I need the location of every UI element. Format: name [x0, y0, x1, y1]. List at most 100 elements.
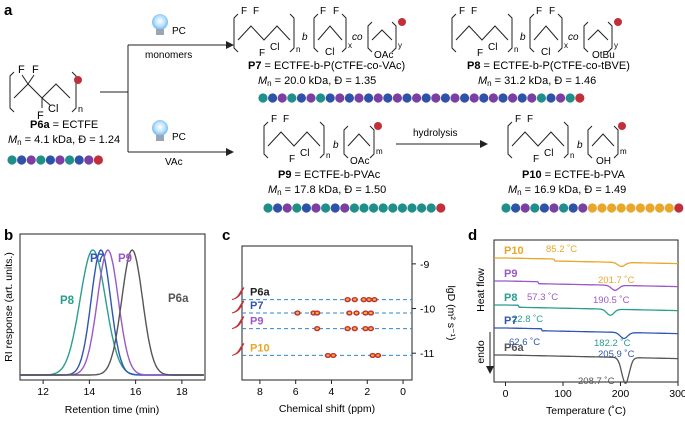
dosy-peak-core: [371, 354, 375, 357]
dsc-y-axis-label: Heat flow: [475, 268, 487, 312]
dosy-peak-core: [353, 298, 357, 301]
bead: [316, 93, 326, 103]
dsc-annotation: 205.9 ˚C: [598, 349, 635, 360]
gpc-plot-frame: [19, 233, 206, 381]
dsc-ticks: 0 100 200 300: [503, 382, 685, 400]
dosy-series-label: P6a: [250, 287, 270, 299]
bead: [263, 203, 273, 213]
dsc-annotation: 57.3 ˚C: [527, 292, 558, 303]
bead: [36, 155, 46, 165]
dsc-x-axis-label: Temperature (˚C): [546, 405, 626, 417]
dosy-peak-core: [295, 311, 300, 315]
bead: [359, 203, 369, 213]
bead: [330, 203, 340, 213]
bead: [268, 93, 278, 103]
bead: [17, 155, 27, 165]
svg-text:Mn = 16.9 kDa, Đ = 1.49: Mn = 16.9 kDa, Đ = 1.49: [508, 184, 626, 197]
dosy-peak-core: [315, 327, 319, 330]
dosy-peak-core: [315, 311, 319, 315]
bead: [568, 203, 578, 213]
dsc-series-label: P10: [504, 245, 524, 257]
dsc-series-label: P6a: [504, 342, 524, 354]
bead: [479, 93, 489, 103]
bead: [530, 203, 540, 213]
bead: [45, 155, 56, 165]
svg-text:F: F: [536, 6, 542, 17]
bead: [575, 93, 585, 103]
bead: [306, 93, 316, 103]
svg-text:n: n: [570, 151, 574, 160]
dsc-x-tick-label: 300: [669, 388, 685, 400]
dosy-y-tick-label: -10: [420, 304, 435, 316]
bracket-right: [71, 71, 77, 113]
dosy-peak-core: [345, 327, 350, 330]
gpc-series-label: P6a: [168, 293, 189, 305]
bead: [378, 203, 388, 213]
bead: [383, 93, 393, 103]
svg-text:F: F: [515, 114, 521, 125]
dosy-y-tick-label: -11: [420, 348, 435, 360]
dsc-series-line-p9: [494, 280, 678, 291]
dsc-series: P10 85.2 ˚C 201.7 ˚C P9 57.3 ˚C 190.5 ˚C P8 22.…: [494, 244, 678, 387]
bead: [645, 203, 655, 213]
dsc-series-line-p6a: [494, 354, 678, 385]
svg-text:n: n: [78, 104, 83, 114]
svg-text:F: F: [253, 6, 259, 17]
dsc-series-label: P8: [504, 292, 517, 304]
svg-text:F: F: [320, 6, 326, 17]
svg-text:F: F: [18, 64, 25, 76]
svg-text:F: F: [333, 6, 339, 17]
panel-c-label: c: [222, 227, 230, 244]
gpc-series: P8 P7 P9 P6a: [20, 249, 204, 376]
dosy-x-tick-label: 4: [329, 386, 335, 398]
bead: [340, 203, 350, 213]
lightbulb-icon: PC: [152, 120, 186, 143]
bead: [565, 93, 575, 103]
dosy-peak-core: [376, 354, 380, 357]
bead: [488, 93, 498, 103]
svg-text:OtBu: OtBu: [592, 50, 615, 61]
dosy-series-label: P7: [250, 300, 263, 312]
dsc-series-line-p8: [494, 304, 678, 316]
dsc-series-label: P9: [504, 268, 517, 280]
bead: [450, 93, 460, 103]
bead: [426, 203, 436, 213]
p9-caption: P9 = ECTFE-b-PVAc Mn = 17.8 kDa, Đ = 1.5…: [268, 169, 386, 197]
svg-text:Cl: Cl: [300, 148, 309, 159]
bead: [349, 203, 359, 213]
gpc-ticks: 12 14 16 18: [37, 380, 188, 398]
dsc-chart: Temperature (˚C) Heat flow endo 0 100 200 3…: [475, 239, 685, 417]
dsc-annotation: 208.7 ˚C: [578, 376, 615, 387]
bead: [273, 203, 283, 213]
bead: [664, 203, 674, 213]
lightbulb-icon: PC: [152, 14, 186, 37]
svg-text:co: co: [568, 32, 579, 43]
bead: [369, 203, 379, 213]
svg-text:F: F: [271, 114, 277, 125]
dosy-peak-core: [363, 311, 368, 315]
dosy-series-label: P10: [250, 342, 270, 354]
svg-text:PC: PC: [172, 132, 186, 143]
dosy-x-tick-label: 8: [257, 386, 263, 398]
bead: [431, 93, 441, 103]
gpc-series-label: P7: [90, 253, 104, 265]
dosy-peak-core: [362, 298, 366, 301]
dosy-peak-core: [345, 298, 350, 301]
dsc-series-label: P7: [504, 315, 517, 327]
bead: [74, 155, 84, 165]
dosy-ticks: 8 6 4 2 0 -9 -10 -11: [257, 259, 435, 398]
svg-text:F: F: [477, 48, 483, 59]
bracket-left: [9, 71, 15, 113]
bead: [277, 93, 287, 103]
svg-text:OAc: OAc: [350, 156, 369, 167]
p6a-bead-chain: [7, 155, 103, 165]
dsc-annotation: 190.5 ˚C: [593, 295, 630, 306]
svg-text:F: F: [527, 114, 533, 125]
bead: [635, 203, 646, 213]
bead: [7, 155, 17, 165]
svg-text:F: F: [459, 6, 465, 17]
dsc-annotation: 22.8 ˚C: [512, 314, 543, 325]
bead: [549, 203, 559, 213]
dosy-peak-core: [372, 298, 377, 301]
